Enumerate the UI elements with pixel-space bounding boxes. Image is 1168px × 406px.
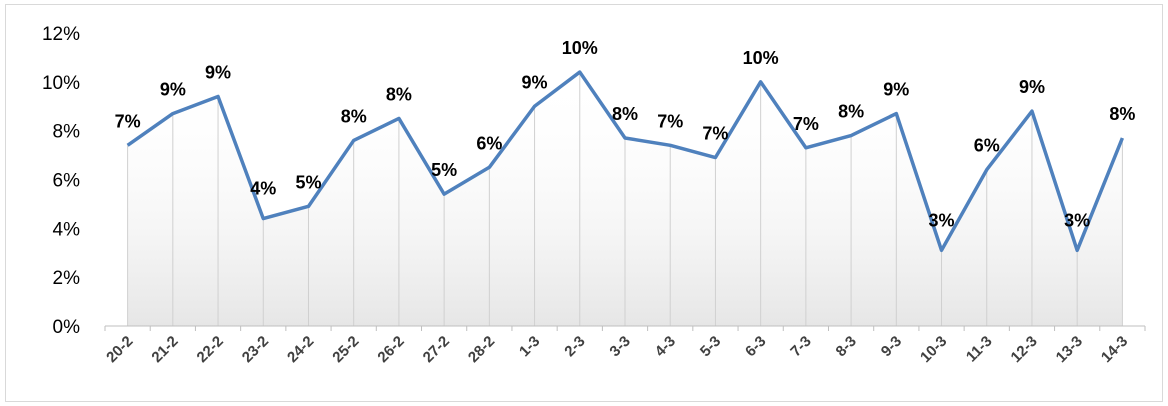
data-label: 8% xyxy=(1109,104,1135,124)
series-line-layer xyxy=(126,70,1125,253)
x-tick-label: 4-3 xyxy=(652,333,679,360)
x-tick-label: 13-3 xyxy=(1053,333,1086,366)
data-label: 6% xyxy=(476,133,502,153)
data-label: 9% xyxy=(522,72,548,92)
y-tick-label: 10% xyxy=(42,73,80,94)
data-label: 9% xyxy=(1019,77,1045,97)
x-tick-label: 5-3 xyxy=(697,333,724,360)
x-tick-label: 23-2 xyxy=(239,333,272,366)
x-tick-label: 25-2 xyxy=(329,333,362,366)
x-tick-label: 21-2 xyxy=(148,333,181,366)
y-tick-label: 0% xyxy=(53,317,81,338)
y-tick-label: 6% xyxy=(53,171,81,192)
y-tick-label: 12% xyxy=(42,24,80,45)
x-tick-label: 24-2 xyxy=(284,333,317,366)
data-label: 7% xyxy=(702,124,728,144)
data-label: 9% xyxy=(205,62,231,82)
drop-lines xyxy=(127,72,1123,326)
data-label: 3% xyxy=(1064,210,1090,230)
data-label: 8% xyxy=(341,106,367,126)
x-tick-label: 2-3 xyxy=(561,333,588,360)
data-label: 3% xyxy=(929,210,955,230)
data-label: 7% xyxy=(793,114,819,134)
data-label: 9% xyxy=(160,80,186,100)
y-tick-label: 4% xyxy=(53,219,81,240)
x-tick-label: 6-3 xyxy=(742,333,769,360)
x-tick-label: 26-2 xyxy=(374,333,407,366)
data-label: 8% xyxy=(838,102,864,122)
x-tick-label: 14-3 xyxy=(1098,333,1131,366)
x-tick-label: 22-2 xyxy=(194,333,227,366)
data-label: 5% xyxy=(431,160,457,180)
x-tick-label: 27-2 xyxy=(420,333,453,366)
data-label: 9% xyxy=(883,80,909,100)
x-tick-label: 10-3 xyxy=(917,333,950,366)
data-label: 8% xyxy=(612,104,638,124)
data-label: 10% xyxy=(562,38,598,58)
data-label: 8% xyxy=(386,84,412,104)
x-tick-label: 28-2 xyxy=(465,333,498,366)
x-tick-label: 11-3 xyxy=(963,333,996,366)
series-line xyxy=(126,70,1125,253)
y-tick-label: 2% xyxy=(53,268,81,289)
x-tick-label: 8-3 xyxy=(833,333,860,360)
data-labels: 7% 9% 9% 4% 5% 8% 8% 5% 6% 9% 10% 8% 7% 7% 10% 7% 8% 9% 3%… xyxy=(115,38,1136,230)
x-tick-label: 20-2 xyxy=(103,333,136,366)
x-tick-label: 1-3 xyxy=(516,333,543,360)
data-label: 4% xyxy=(250,179,276,199)
x-tick-label: 3-3 xyxy=(606,333,633,360)
data-label: 6% xyxy=(974,136,1000,156)
y-tick-label: 8% xyxy=(53,122,81,143)
x-tick-label: 12-3 xyxy=(1008,333,1041,366)
x-tick-label: 9-3 xyxy=(878,333,905,360)
x-tick-label: 7-3 xyxy=(787,333,814,360)
data-label: 7% xyxy=(657,111,683,131)
data-label: 5% xyxy=(295,172,321,192)
data-label: 7% xyxy=(115,111,141,131)
data-label: 10% xyxy=(743,48,779,68)
